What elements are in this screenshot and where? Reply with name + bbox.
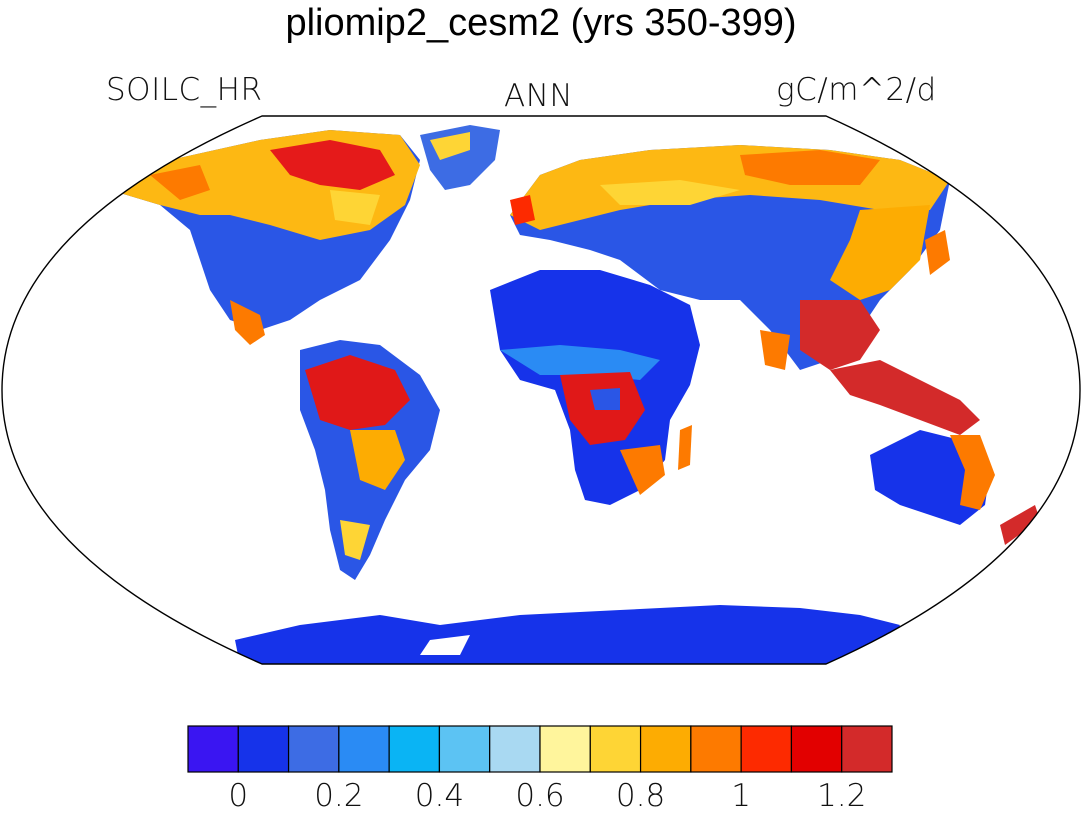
colorbar-swatch: [589, 725, 642, 773]
colorbar-swatch: [539, 725, 591, 773]
colorbar-swatch: [740, 725, 793, 773]
antarctica-landmass: [235, 605, 900, 664]
south-america-landmass: [300, 340, 440, 580]
africa-landmass: [490, 270, 700, 505]
eurasia-landmass: [510, 145, 950, 370]
colorbar-tick-label: 1: [731, 778, 752, 814]
units-label: gC/m^2/d: [776, 72, 937, 108]
colorbar-swatch: [690, 725, 742, 773]
colorbar-tick-label: 0.6: [515, 778, 565, 814]
colorbar-tick-label: 0: [228, 778, 249, 814]
colorbar-tick-label: 0.8: [615, 778, 666, 814]
map-border: [1, 115, 1081, 665]
colorbar: [187, 725, 893, 773]
colorbar-swatch: [338, 725, 390, 773]
variable-label: SOILC_HR: [106, 72, 263, 108]
colorbar-swatch: [841, 725, 893, 773]
colorbar-swatch: [790, 725, 843, 773]
map-area: [2, 116, 1080, 664]
plot-title: pliomip2_cesm2 (yrs 350-399): [285, 2, 797, 44]
colorbar-swatch: [489, 725, 541, 773]
colorbar-tick-label: 0.2: [314, 778, 364, 814]
colorbar-swatch: [388, 725, 441, 773]
colorbar-swatch: [187, 725, 239, 773]
colorbar-swatch: [237, 725, 290, 773]
oceania-landmass: [830, 360, 1040, 545]
colorbar-tick-label: 0.4: [414, 778, 465, 814]
north-america-landmass: [110, 125, 500, 345]
colorbar-swatch: [287, 725, 340, 773]
period-label: ANN: [504, 78, 574, 114]
colorbar-tick-label: 1.2: [817, 778, 867, 814]
colorbar-swatch: [639, 725, 692, 773]
colorbar-swatch: [438, 725, 491, 773]
